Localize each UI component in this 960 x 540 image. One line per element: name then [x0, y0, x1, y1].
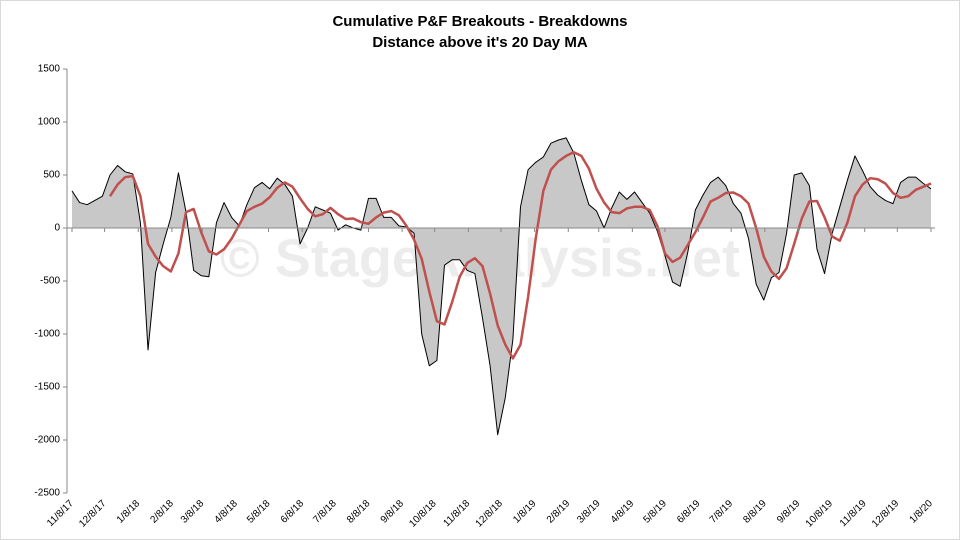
y-tick-label: 1000 [38, 117, 61, 128]
y-tick-label: -500 [40, 276, 60, 287]
chart-title: Cumulative P&F Breakouts - Breakdowns [332, 13, 627, 30]
y-tick-label: 0 [54, 223, 60, 234]
line [71, 137, 932, 436]
area [72, 137, 931, 435]
y-tick-label: -1500 [34, 382, 60, 393]
y-tick-label: -2500 [34, 488, 60, 499]
y-tick-label: 500 [43, 170, 60, 181]
line [108, 150, 932, 360]
chart-subtitle: Distance above it's 20 Day MA [372, 34, 587, 51]
y-tick-label: -1000 [34, 329, 60, 340]
y-tick-label: 1500 [38, 64, 61, 75]
y-tick-label: -2000 [34, 435, 60, 446]
